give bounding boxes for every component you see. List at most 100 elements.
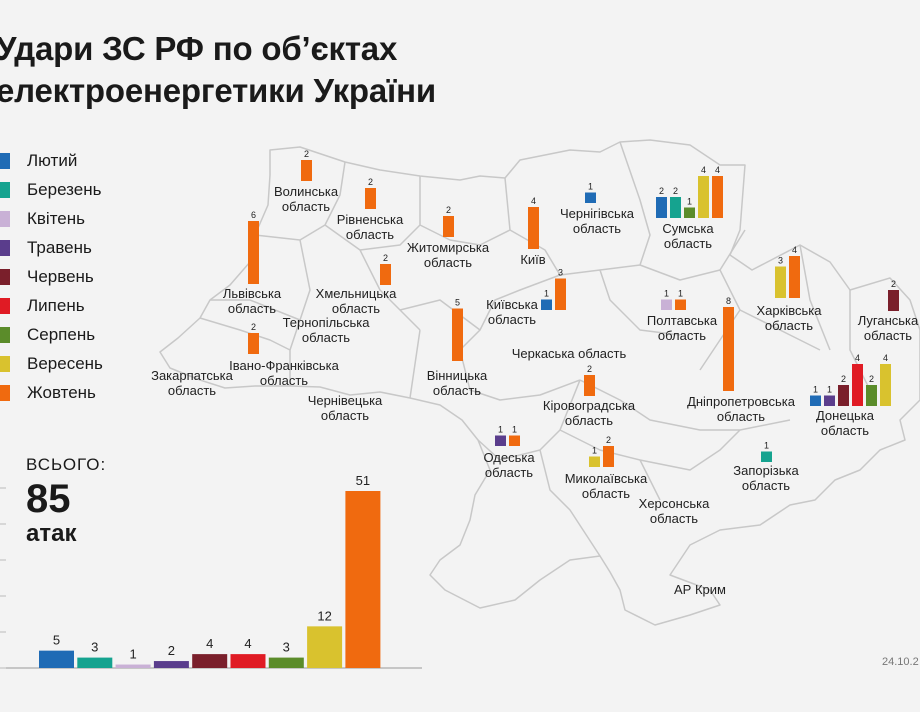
region-14-name-line-2: область (260, 373, 308, 388)
chart-title: Удари ЗС РФ по об’єктах електроенергетик… (0, 28, 436, 112)
legend-label-feb: Лютий (27, 151, 78, 170)
region-6-bar-oct (712, 176, 723, 218)
region-20-value-jul: 4 (855, 353, 860, 363)
title-line-1: Удари ЗС РФ по об’єктах (0, 30, 398, 67)
legend-swatch-feb (0, 153, 10, 169)
region-20-bar-jul (852, 364, 863, 406)
region-8-bar-oct (380, 264, 391, 285)
region-17-name-line-1: Вінницька (427, 368, 488, 383)
date-stamp: 24.10.2 (882, 656, 919, 668)
legend-item-apr: Квітень (0, 208, 160, 230)
region-3-name-line-1: Житомирська (407, 240, 490, 255)
region-10-bar-feb (541, 299, 552, 310)
legend-swatch-apr (0, 211, 10, 227)
region-3-value-oct: 2 (446, 205, 451, 215)
region-6-bar-aug (684, 207, 695, 218)
region-10-value-oct: 3 (558, 268, 563, 278)
monthly-bar-oct (345, 491, 381, 668)
region-6-name-line-2: область (664, 236, 712, 251)
monthly-bar-sep (307, 626, 343, 668)
region-5-bar-feb (585, 192, 596, 203)
region-2-value-oct: 2 (368, 177, 373, 187)
monthly-bar-label-may: 2 (168, 643, 175, 658)
legend-swatch-jul (0, 298, 10, 314)
region-18: Черкаська область (512, 346, 627, 361)
region-11-value-apr: 1 (664, 289, 669, 299)
region-13-value-jun: 2 (891, 279, 896, 289)
total-value: 85 (26, 477, 71, 521)
region-11-value-oct: 1 (678, 289, 683, 299)
monthly-bar-label-apr: 1 (129, 647, 136, 662)
region-8-value-oct: 2 (383, 253, 388, 263)
legend-swatch-mar (0, 182, 10, 198)
legend-item-feb: Лютий (0, 150, 160, 172)
region-20-name-line-2: область (821, 423, 869, 438)
monthly-bar-label-jun: 4 (206, 636, 213, 651)
region-15-name-line-2: область (168, 383, 216, 398)
legend-swatch-sep (0, 356, 10, 372)
map-border (159, 139, 920, 626)
monthly-bar-aug (268, 657, 304, 668)
region-6-value-oct: 4 (715, 165, 720, 175)
region-24-name-line-2: область (742, 478, 790, 493)
region-8-name-line-2: область (332, 301, 380, 316)
region-21-bar-oct (584, 375, 595, 396)
region-23-bar-oct (603, 446, 614, 467)
region-6-value-aug: 1 (687, 197, 692, 207)
region-6-name-line-1: Сумська (662, 221, 714, 236)
region-19-bar-oct (723, 307, 734, 391)
region-19-value-oct: 8 (726, 296, 731, 306)
region-3-name-line-2: область (424, 255, 472, 270)
region-23-bar-sep (589, 456, 600, 467)
region-7-bar-oct (248, 221, 259, 284)
legend-swatch-jun (0, 269, 10, 285)
region-19-name-line-2: область (717, 409, 765, 424)
legend-label-jul: Липень (27, 296, 85, 315)
legend-item-oct: Жовтень (0, 382, 160, 404)
region-4-bar-oct (528, 207, 539, 249)
region-20-value-sep: 4 (883, 353, 888, 363)
region-20-bar-aug (866, 385, 877, 406)
region-16-name-line-1: Чернівецька (308, 393, 383, 408)
region-2-name-line-2: область (346, 227, 394, 242)
legend-label-aug: Серпень (27, 325, 96, 344)
region-12-value-oct: 4 (792, 245, 797, 255)
region-22-value-may: 1 (498, 425, 503, 435)
region-3-bar-oct (443, 216, 454, 237)
region-13-bar-jun (888, 290, 899, 311)
region-21-value-oct: 2 (587, 364, 592, 374)
legend-item-mar: Березень (0, 179, 160, 201)
legend-label-mar: Березень (27, 180, 102, 199)
monthly-bar-label-oct: 51 (356, 473, 370, 488)
legend-swatch-aug (0, 327, 10, 343)
region-22-value-oct: 1 (512, 425, 517, 435)
region-7-name-line-2: область (228, 301, 276, 316)
region-10-name-line-2: область (488, 312, 536, 327)
region-bars-layer: 2Волинськаобласть2Рівненськаобласть2Жито… (151, 149, 919, 597)
legend-label-apr: Квітень (27, 209, 86, 228)
monthly-bar-label-mar: 3 (91, 640, 98, 655)
map-internal-borders (199, 141, 871, 557)
region-10-bar-oct (555, 278, 566, 310)
region-10-value-feb: 1 (544, 289, 549, 299)
total-label: ВСЬОГО: (26, 455, 107, 474)
region-6-value-sep: 4 (701, 165, 706, 175)
region-24-name-line-1: Запорізька (733, 463, 799, 478)
region-12-bar-oct (789, 256, 800, 298)
region-22-name-line-2: область (485, 465, 533, 480)
region-17-name-line-2: область (433, 383, 481, 398)
region-1-bar-oct (301, 160, 312, 181)
region-18-name-line-1: Черкаська область (512, 346, 627, 361)
region-25-name-line-2: область (650, 511, 698, 526)
region-14-name-line-1: Івано-Франківська (229, 358, 339, 373)
region-21-name-line-2: область (565, 413, 613, 428)
